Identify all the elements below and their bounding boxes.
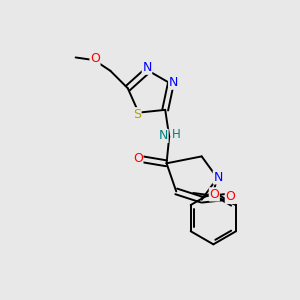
- Text: O: O: [90, 52, 100, 65]
- Text: N: N: [142, 61, 152, 74]
- Text: N: N: [159, 129, 168, 142]
- Text: N: N: [169, 76, 178, 89]
- Text: S: S: [133, 108, 141, 121]
- Text: H: H: [172, 128, 181, 141]
- Text: O: O: [209, 188, 219, 201]
- Text: N: N: [213, 171, 223, 184]
- Text: O: O: [225, 190, 235, 203]
- Text: O: O: [133, 152, 143, 165]
